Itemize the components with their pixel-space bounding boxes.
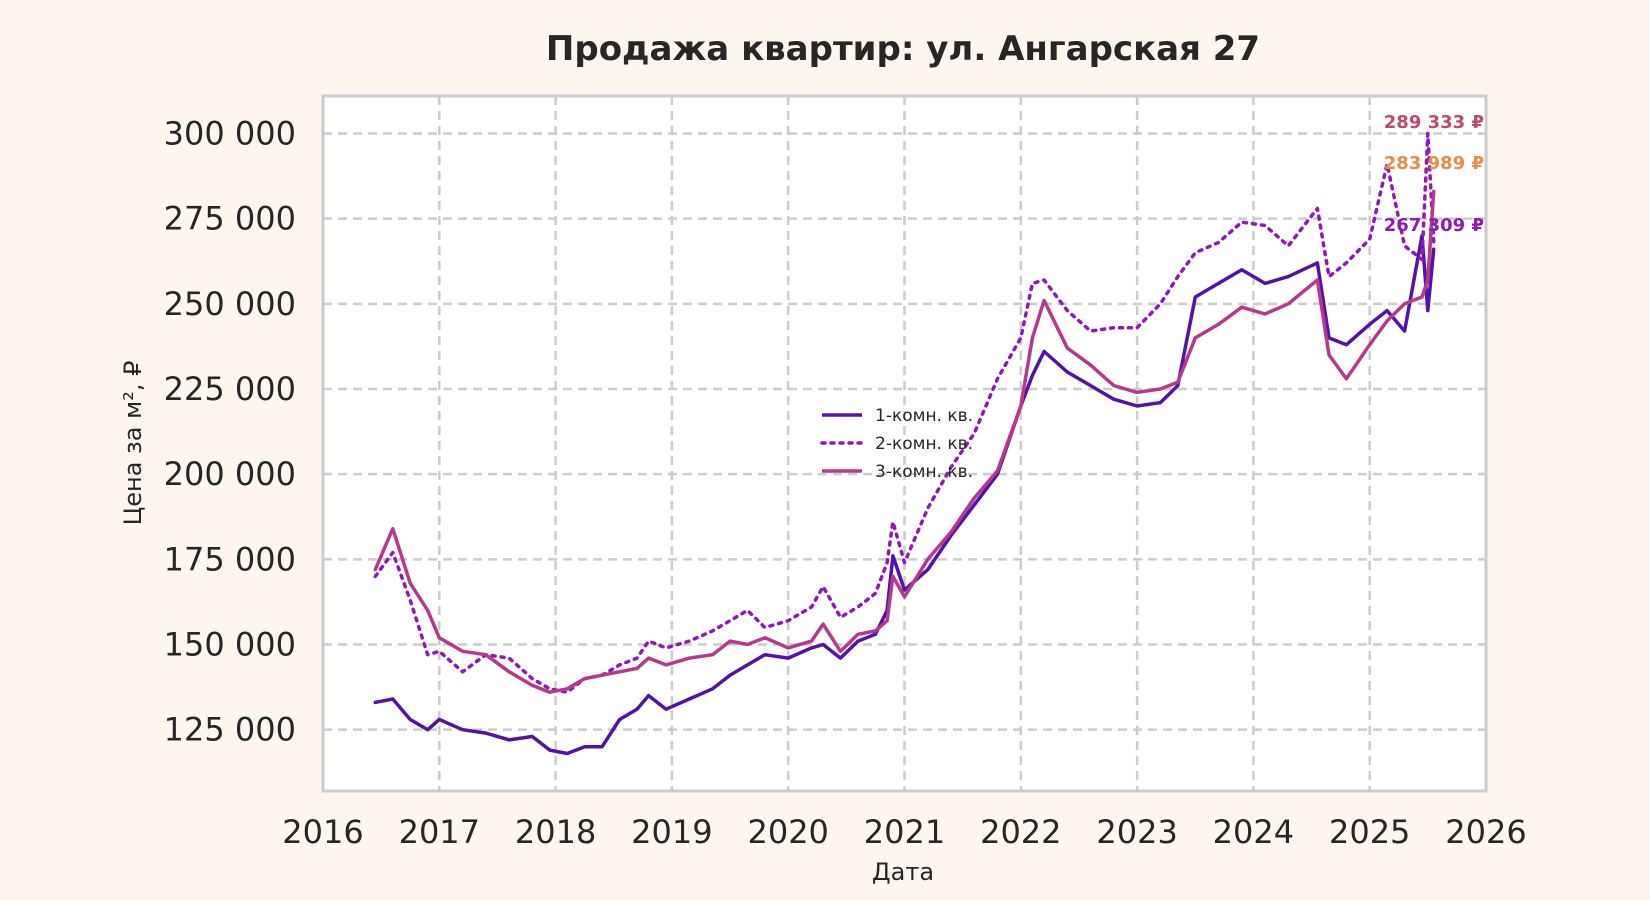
x-tick-label: 2022 xyxy=(980,813,1061,851)
x-tick-label: 2018 xyxy=(515,813,596,851)
x-axis-ticks: 2016 2017 2018 2019 2020 2021 2022 2023 2024 2025… xyxy=(282,813,1526,851)
y-tick-label: 300 000 xyxy=(164,114,296,152)
y-tick-label: 125 000 xyxy=(164,711,296,749)
chart-title: Продажа квартир: ул. Ангарская 27 xyxy=(546,29,1260,69)
legend: 1-комн. кв. 2-комн. кв. 3-комн. кв. xyxy=(820,406,973,482)
y-tick-label: 200 000 xyxy=(164,455,296,493)
x-tick-label: 2023 xyxy=(1096,813,1177,851)
x-tick-label: 2025 xyxy=(1329,813,1410,851)
x-tick-label: 2021 xyxy=(864,813,945,851)
end-value-labels: 289 333 ₽ 283 989 ₽ 267 309 ₽ xyxy=(1384,112,1484,236)
x-axis-label: Дата xyxy=(872,858,934,886)
y-tick-label: 150 000 xyxy=(164,626,296,664)
y-tick-label: 175 000 xyxy=(164,540,296,578)
x-tick-label: 2016 xyxy=(282,813,363,851)
x-tick-label: 2019 xyxy=(631,813,712,851)
x-tick-label: 2017 xyxy=(399,813,480,851)
y-tick-label: 225 000 xyxy=(164,370,296,408)
y-axis-label: Цена за м², ₽ xyxy=(119,361,147,526)
legend-label-3: 3-комн. кв. xyxy=(875,462,973,482)
end-value-label-1: 289 333 ₽ xyxy=(1384,112,1484,133)
y-tick-label: 275 000 xyxy=(164,200,296,238)
series-line-1 xyxy=(373,233,1436,756)
end-value-label-3: 267 309 ₽ xyxy=(1384,215,1484,236)
series-layer xyxy=(373,131,1436,756)
y-tick-label: 250 000 xyxy=(164,285,296,323)
series-line-3 xyxy=(373,189,1436,694)
legend-label-2: 2-комн. кв. xyxy=(875,434,973,454)
grid-lines xyxy=(321,96,1488,791)
x-tick-label: 2024 xyxy=(1213,813,1294,851)
x-tick-label: 2026 xyxy=(1445,813,1526,851)
series-line-2 xyxy=(373,131,1436,694)
y-axis-ticks: 125 000 150 000 175 000 200 000 225 000 250 0… xyxy=(164,114,296,748)
legend-label-1: 1-комн. кв. xyxy=(875,406,973,426)
end-value-label-2: 283 989 ₽ xyxy=(1384,153,1484,174)
x-tick-label: 2020 xyxy=(747,813,828,851)
